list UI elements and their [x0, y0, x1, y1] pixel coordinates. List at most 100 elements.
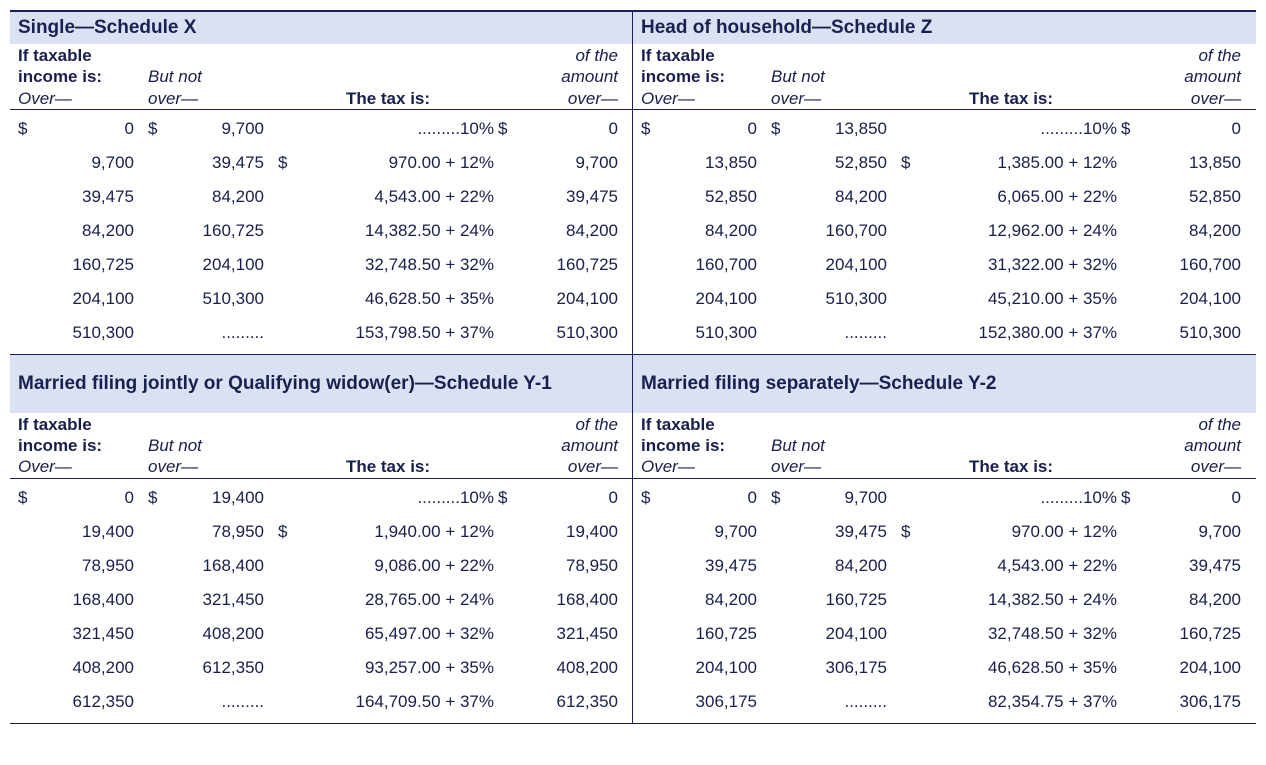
over-value: 0 [36, 481, 148, 515]
over-value: 408,200 [36, 651, 148, 685]
not-over-value: 84,200 [166, 180, 278, 214]
table-row: 13,850 52,850 $ 1,385.00 + 12% 13,850 [641, 146, 1248, 180]
dollar-sign [1121, 583, 1139, 617]
schedule-single: Single—Schedule X If taxable income is: … [10, 12, 633, 355]
not-over-value: 9,700 [789, 481, 901, 515]
tax-value: .........10% [919, 481, 1121, 515]
dollar-sign [148, 180, 166, 214]
not-over-value: 510,300 [166, 282, 278, 316]
dollar-sign [278, 685, 296, 719]
dollar-sign [498, 549, 516, 583]
amount-over-value: 408,200 [516, 651, 618, 685]
dollar-sign [148, 549, 166, 583]
over-value: 168,400 [36, 583, 148, 617]
dollar-sign [901, 685, 919, 719]
column-header: If taxable income is: Over— But not over… [10, 44, 632, 110]
table-row: 52,850 84,200 6,065.00 + 22% 52,850 [641, 180, 1248, 214]
tax-value: 28,765.00 + 24% [296, 583, 498, 617]
over-value: 321,450 [36, 617, 148, 651]
over-value: 160,700 [659, 248, 771, 282]
dollar-sign [771, 651, 789, 685]
dollar-sign: $ [18, 112, 36, 146]
amount-over-value: 19,400 [516, 515, 618, 549]
dollar-sign [901, 651, 919, 685]
over-value: 78,950 [36, 549, 148, 583]
schedule-title: Married filing separately—Schedule Y-2 [633, 355, 1256, 413]
dollar-sign [278, 583, 296, 617]
table-row: 168,400 321,450 28,765.00 + 24% 168,400 [18, 583, 624, 617]
dollar-sign [18, 282, 36, 316]
tax-value: 970.00 + 12% [296, 146, 498, 180]
tax-value: 46,628.50 + 35% [296, 282, 498, 316]
dollar-sign [18, 685, 36, 719]
column-header: If taxable income is: Over— But not over… [633, 413, 1256, 479]
tax-value: 6,065.00 + 22% [919, 180, 1121, 214]
over-value: 13,850 [659, 146, 771, 180]
not-over-value: 160,725 [166, 214, 278, 248]
amount-over-value: 0 [516, 112, 618, 146]
hdr-but-not: But not [771, 66, 901, 87]
dollar-sign [18, 583, 36, 617]
dollar-sign: $ [148, 112, 166, 146]
dollar-sign [498, 248, 516, 282]
dollar-sign [771, 180, 789, 214]
amount-over-value: 9,700 [1139, 515, 1241, 549]
over-value: 39,475 [36, 180, 148, 214]
dollar-sign [901, 112, 919, 146]
table-rows: $ 0 $ 13,850 .........10% $ 0 13,850 52,… [633, 110, 1256, 354]
over-value: 204,100 [659, 651, 771, 685]
amount-over-value: 78,950 [516, 549, 618, 583]
not-over-value: 39,475 [789, 515, 901, 549]
not-over-value: ......... [166, 316, 278, 350]
hdr-over: Over— [641, 456, 771, 477]
dollar-sign [18, 180, 36, 214]
tax-value: 32,748.50 + 32% [296, 248, 498, 282]
amount-over-value: 510,300 [1139, 316, 1241, 350]
tax-schedule-grid: Single—Schedule X If taxable income is: … [10, 10, 1256, 724]
dollar-sign [771, 549, 789, 583]
table-row: 160,725 204,100 32,748.50 + 32% 160,725 [18, 248, 624, 282]
tax-value: 14,382.50 + 24% [919, 583, 1121, 617]
dollar-sign: $ [771, 481, 789, 515]
dollar-sign [498, 214, 516, 248]
not-over-value: 84,200 [789, 549, 901, 583]
over-value: 84,200 [36, 214, 148, 248]
dollar-sign [18, 146, 36, 180]
dollar-sign [641, 180, 659, 214]
not-over-value: 84,200 [789, 180, 901, 214]
dollar-sign [641, 685, 659, 719]
dollar-sign [278, 617, 296, 651]
table-row: 510,300 ......... 153,798.50 + 37% 510,3… [18, 316, 624, 350]
dollar-sign [901, 481, 919, 515]
over-value: 0 [659, 112, 771, 146]
dollar-sign [18, 549, 36, 583]
dollar-sign [901, 549, 919, 583]
table-row: 39,475 84,200 4,543.00 + 22% 39,475 [641, 549, 1248, 583]
tax-value: 153,798.50 + 37% [296, 316, 498, 350]
dollar-sign: $ [901, 515, 919, 549]
dollar-sign [18, 248, 36, 282]
schedule-title: Married filing jointly or Qualifying wid… [10, 355, 632, 413]
hdr-if-taxable: If taxable [641, 414, 771, 435]
table-row: 84,200 160,700 12,962.00 + 24% 84,200 [641, 214, 1248, 248]
over-value: 0 [659, 481, 771, 515]
dollar-sign: $ [278, 146, 296, 180]
hdr-over2: over— [771, 88, 901, 109]
dollar-sign [901, 282, 919, 316]
table-row: 78,950 168,400 9,086.00 + 22% 78,950 [18, 549, 624, 583]
hdr-over3: over— [498, 88, 618, 109]
hdr-over: Over— [641, 88, 771, 109]
table-rows: $ 0 $ 9,700 .........10% $ 0 9,700 39,47… [10, 110, 632, 354]
dollar-sign [278, 248, 296, 282]
dollar-sign [641, 282, 659, 316]
not-over-value: 204,100 [166, 248, 278, 282]
hdr-the-tax-is: The tax is: [278, 88, 498, 109]
hdr-over2: over— [148, 88, 278, 109]
hdr-over3: over— [498, 456, 618, 477]
table-row: 204,100 510,300 46,628.50 + 35% 204,100 [18, 282, 624, 316]
table-row: 19,400 78,950 $ 1,940.00 + 12% 19,400 [18, 515, 624, 549]
dollar-sign [641, 549, 659, 583]
dollar-sign [641, 316, 659, 350]
hdr-income-is: income is: [641, 66, 771, 87]
table-row: $ 0 $ 9,700 .........10% $ 0 [18, 112, 624, 146]
